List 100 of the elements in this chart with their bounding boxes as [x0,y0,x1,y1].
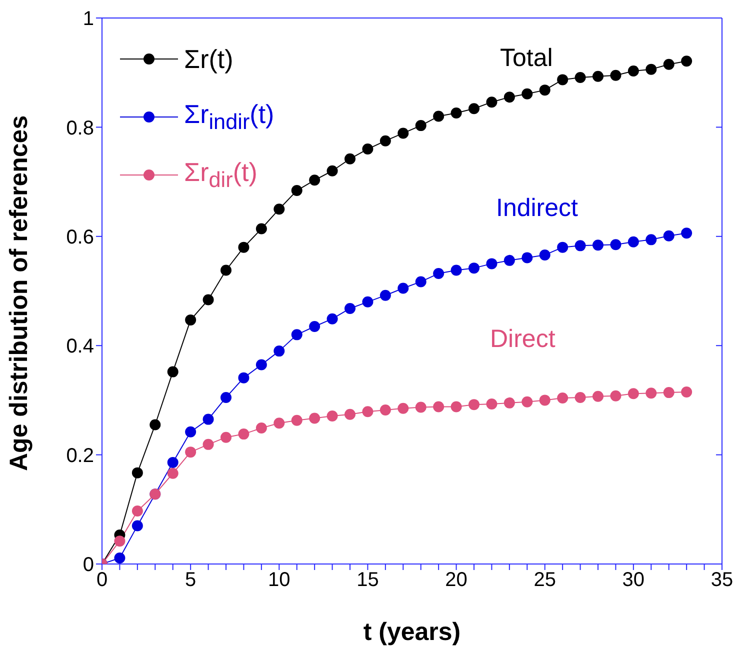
point [132,506,143,517]
point [574,240,586,252]
point [326,313,338,324]
point [167,366,178,378]
point [274,204,285,215]
point [220,432,232,443]
point [486,96,498,108]
point [220,392,232,403]
point [256,422,267,434]
point [238,372,250,384]
point [185,426,196,438]
point [380,404,391,416]
point [522,252,533,264]
point [220,264,232,276]
point [274,346,285,357]
point [504,92,515,103]
y-tick-label: 0.6 [66,226,94,248]
point [610,239,622,250]
point [185,446,196,458]
point [522,396,533,408]
point [344,153,356,164]
x-tick-label: 15 [356,569,379,592]
point [681,386,692,398]
point [610,70,622,81]
point [256,359,267,370]
point [114,552,126,564]
point [486,258,498,270]
point [450,401,462,412]
point [150,419,161,430]
legend-label: Σr$_{indir}$(t) [184,98,274,136]
point [433,401,444,412]
point [539,249,550,260]
point [167,456,178,468]
point [202,294,214,306]
point [539,394,550,406]
x-tick-label: 20 [445,569,468,592]
point [380,290,391,301]
point [663,387,674,398]
point [646,234,657,246]
point [646,64,657,75]
point [309,412,320,424]
point [291,414,302,426]
y-tick-label: 0.8 [66,117,94,140]
point [628,65,639,76]
point [132,520,143,532]
point [610,390,622,402]
point [522,88,533,100]
point [681,56,692,67]
point [132,467,143,478]
point [415,276,426,288]
point [450,108,462,119]
point [362,144,374,155]
point [380,135,391,146]
point [415,402,426,413]
point [362,296,374,308]
point [504,254,515,266]
point [539,84,550,96]
x-tick-label: 10 [268,569,290,592]
point [415,120,426,132]
legend-label: Σr(t) [184,44,234,74]
point [574,392,586,403]
y-tick-label: 0.2 [66,444,94,467]
point [185,314,196,326]
point [628,236,639,248]
point [309,320,320,332]
legend-label: Σr$_{dir}$(t) [184,156,258,194]
point [326,165,338,176]
x-axis-title: t (years) [363,618,461,646]
point [468,262,480,274]
point [663,58,674,70]
point [398,282,409,294]
point [574,72,586,84]
annotation: Direct [490,325,556,354]
point [238,242,250,253]
point [398,402,409,414]
y-tick-label: 1 [82,8,94,30]
point [468,103,480,114]
annotation: Indirect [496,194,578,223]
point [504,397,515,408]
point [450,264,462,276]
point [663,230,674,242]
point [344,408,356,420]
point [309,174,320,186]
point [398,128,409,139]
point [592,240,604,251]
point [291,329,302,340]
point [592,390,604,402]
y-tick-label: 0 [82,554,94,576]
point [326,410,338,422]
point [202,438,214,450]
point [557,392,568,404]
point [344,302,356,314]
point [291,185,302,196]
point [202,414,214,425]
annotation: Total [500,44,553,73]
x-tick-label: 5 [185,569,196,592]
point [238,428,250,440]
point [646,388,657,399]
x-tick-label: 35 [710,569,734,592]
point [628,388,639,400]
